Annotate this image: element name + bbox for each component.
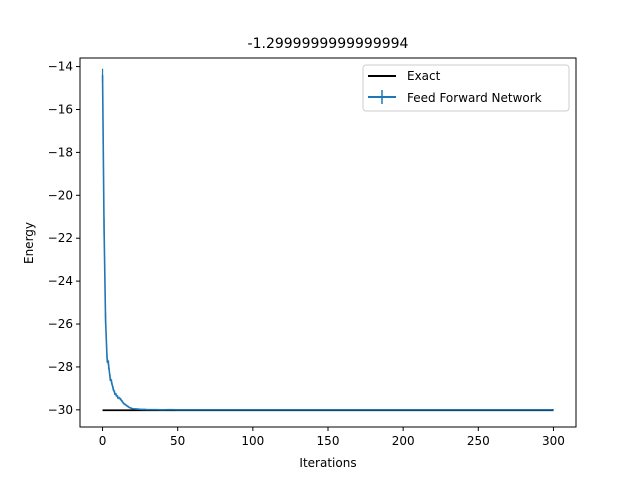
y-tick-label: −24	[48, 274, 73, 288]
y-tick-label: −28	[48, 360, 73, 374]
x-tick-label: 0	[99, 434, 107, 448]
x-tick-label: 50	[170, 434, 185, 448]
x-tick-label: 200	[392, 434, 415, 448]
legend: Exact Feed Forward Network	[362, 64, 570, 112]
legend-network-label: Feed Forward Network	[407, 91, 542, 105]
x-tick-label: 100	[241, 434, 264, 448]
y-tick-label: −14	[48, 60, 73, 74]
x-tick-label: 300	[542, 434, 565, 448]
plot-area	[101, 68, 555, 412]
x-axis-title: Iterations	[299, 456, 356, 470]
axes-frame	[79, 57, 577, 428]
x-tick-label: 250	[467, 434, 490, 448]
network-line	[101, 75, 554, 411]
y-tick-label: −22	[48, 231, 73, 245]
y-tick-label: −20	[48, 188, 73, 202]
chart-title: -1.2999999999999994	[248, 36, 409, 52]
legend-box	[362, 64, 570, 112]
x-tick-label: 150	[317, 434, 340, 448]
y-tick-label: −30	[48, 403, 73, 417]
y-tick-label: −26	[48, 317, 73, 331]
axis-ticks: 0 50 100 150 200 250 300 −30 −28 −26 −24 −22 −20 −18 −…	[48, 60, 565, 448]
y-axis-title: Energy	[22, 222, 36, 264]
y-tick-label: −16	[48, 102, 73, 116]
legend-exact-label: Exact	[407, 69, 441, 83]
y-tick-label: −18	[48, 145, 73, 159]
